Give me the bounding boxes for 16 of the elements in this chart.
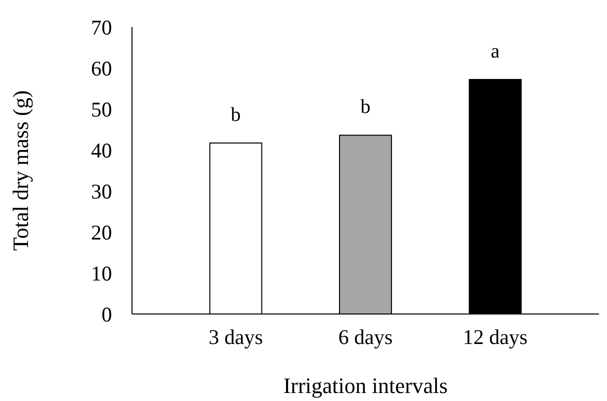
x-axis-title: Irrigation intervals <box>283 373 448 398</box>
y-tick-label: 50 <box>91 97 112 122</box>
annotation: b <box>230 104 241 126</box>
x-tick-label: 12 days <box>462 325 528 349</box>
y-tick-label: 60 <box>91 56 112 80</box>
y-tick-label: 40 <box>91 138 112 162</box>
annotation: a <box>490 40 500 62</box>
y-tick-label: 20 <box>91 220 112 244</box>
annotation: b <box>360 96 370 118</box>
x-tick-label: 6 days <box>338 325 393 349</box>
x-tick-label: 3 days <box>208 325 263 349</box>
y-tick-label: 70 <box>91 15 112 40</box>
y-tick-label: 0 <box>102 302 112 326</box>
y-axis-title: Total dry mass (g) <box>8 90 33 251</box>
y-tick-label: 30 <box>91 179 112 204</box>
y-tick-label: 10 <box>91 261 112 286</box>
